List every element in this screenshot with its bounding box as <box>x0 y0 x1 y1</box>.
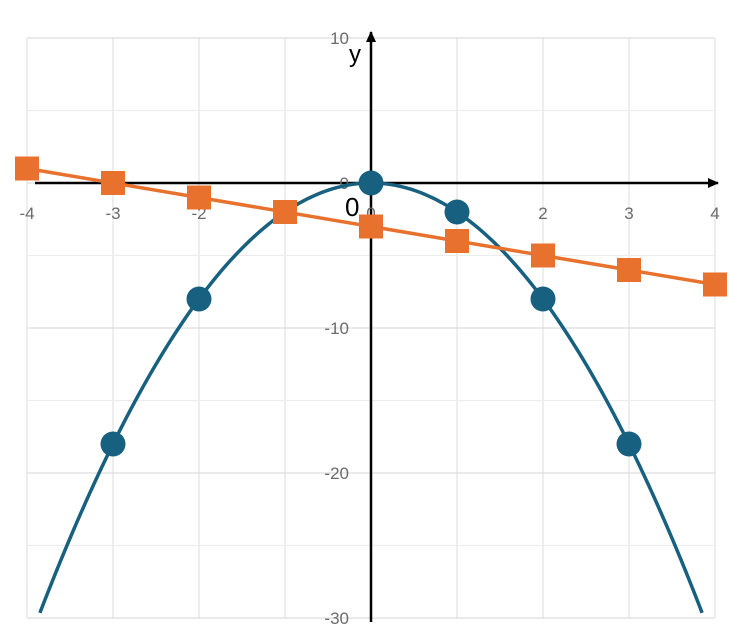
series-1-point <box>100 431 126 457</box>
series-2-point <box>531 243 555 268</box>
series-markers <box>15 156 727 457</box>
series-2-point <box>617 258 641 282</box>
x-tick-label: 4 <box>710 204 719 223</box>
series-1-point <box>444 199 470 225</box>
series-2-point <box>15 156 39 181</box>
x-tick-label: -3 <box>105 204 120 223</box>
series-2-point <box>359 214 383 239</box>
series-2-point <box>703 272 727 297</box>
series-2-point <box>187 185 211 210</box>
x-tick-label: 0 <box>366 204 375 223</box>
series-2-point <box>101 171 125 195</box>
series-2-point <box>445 229 469 253</box>
y-tick-label: 10 <box>330 29 349 48</box>
x-tick-label: 2 <box>538 204 547 223</box>
series-1-point <box>616 431 642 457</box>
series-1-point <box>186 286 212 312</box>
y-tick-label: -10 <box>324 319 349 338</box>
origin-label: 0 <box>345 192 359 222</box>
y-tick-label: -20 <box>324 464 349 483</box>
x-tick-label: -4 <box>19 204 34 223</box>
series-1-point <box>530 286 556 312</box>
y-tick-label: 0 <box>340 174 349 193</box>
axes <box>35 31 719 622</box>
series-2-point <box>273 200 297 224</box>
x-tick-label: 3 <box>624 204 633 223</box>
y-tick-label: -30 <box>324 609 349 628</box>
series-1-point <box>358 170 384 196</box>
y-axis-label: y <box>349 41 361 68</box>
